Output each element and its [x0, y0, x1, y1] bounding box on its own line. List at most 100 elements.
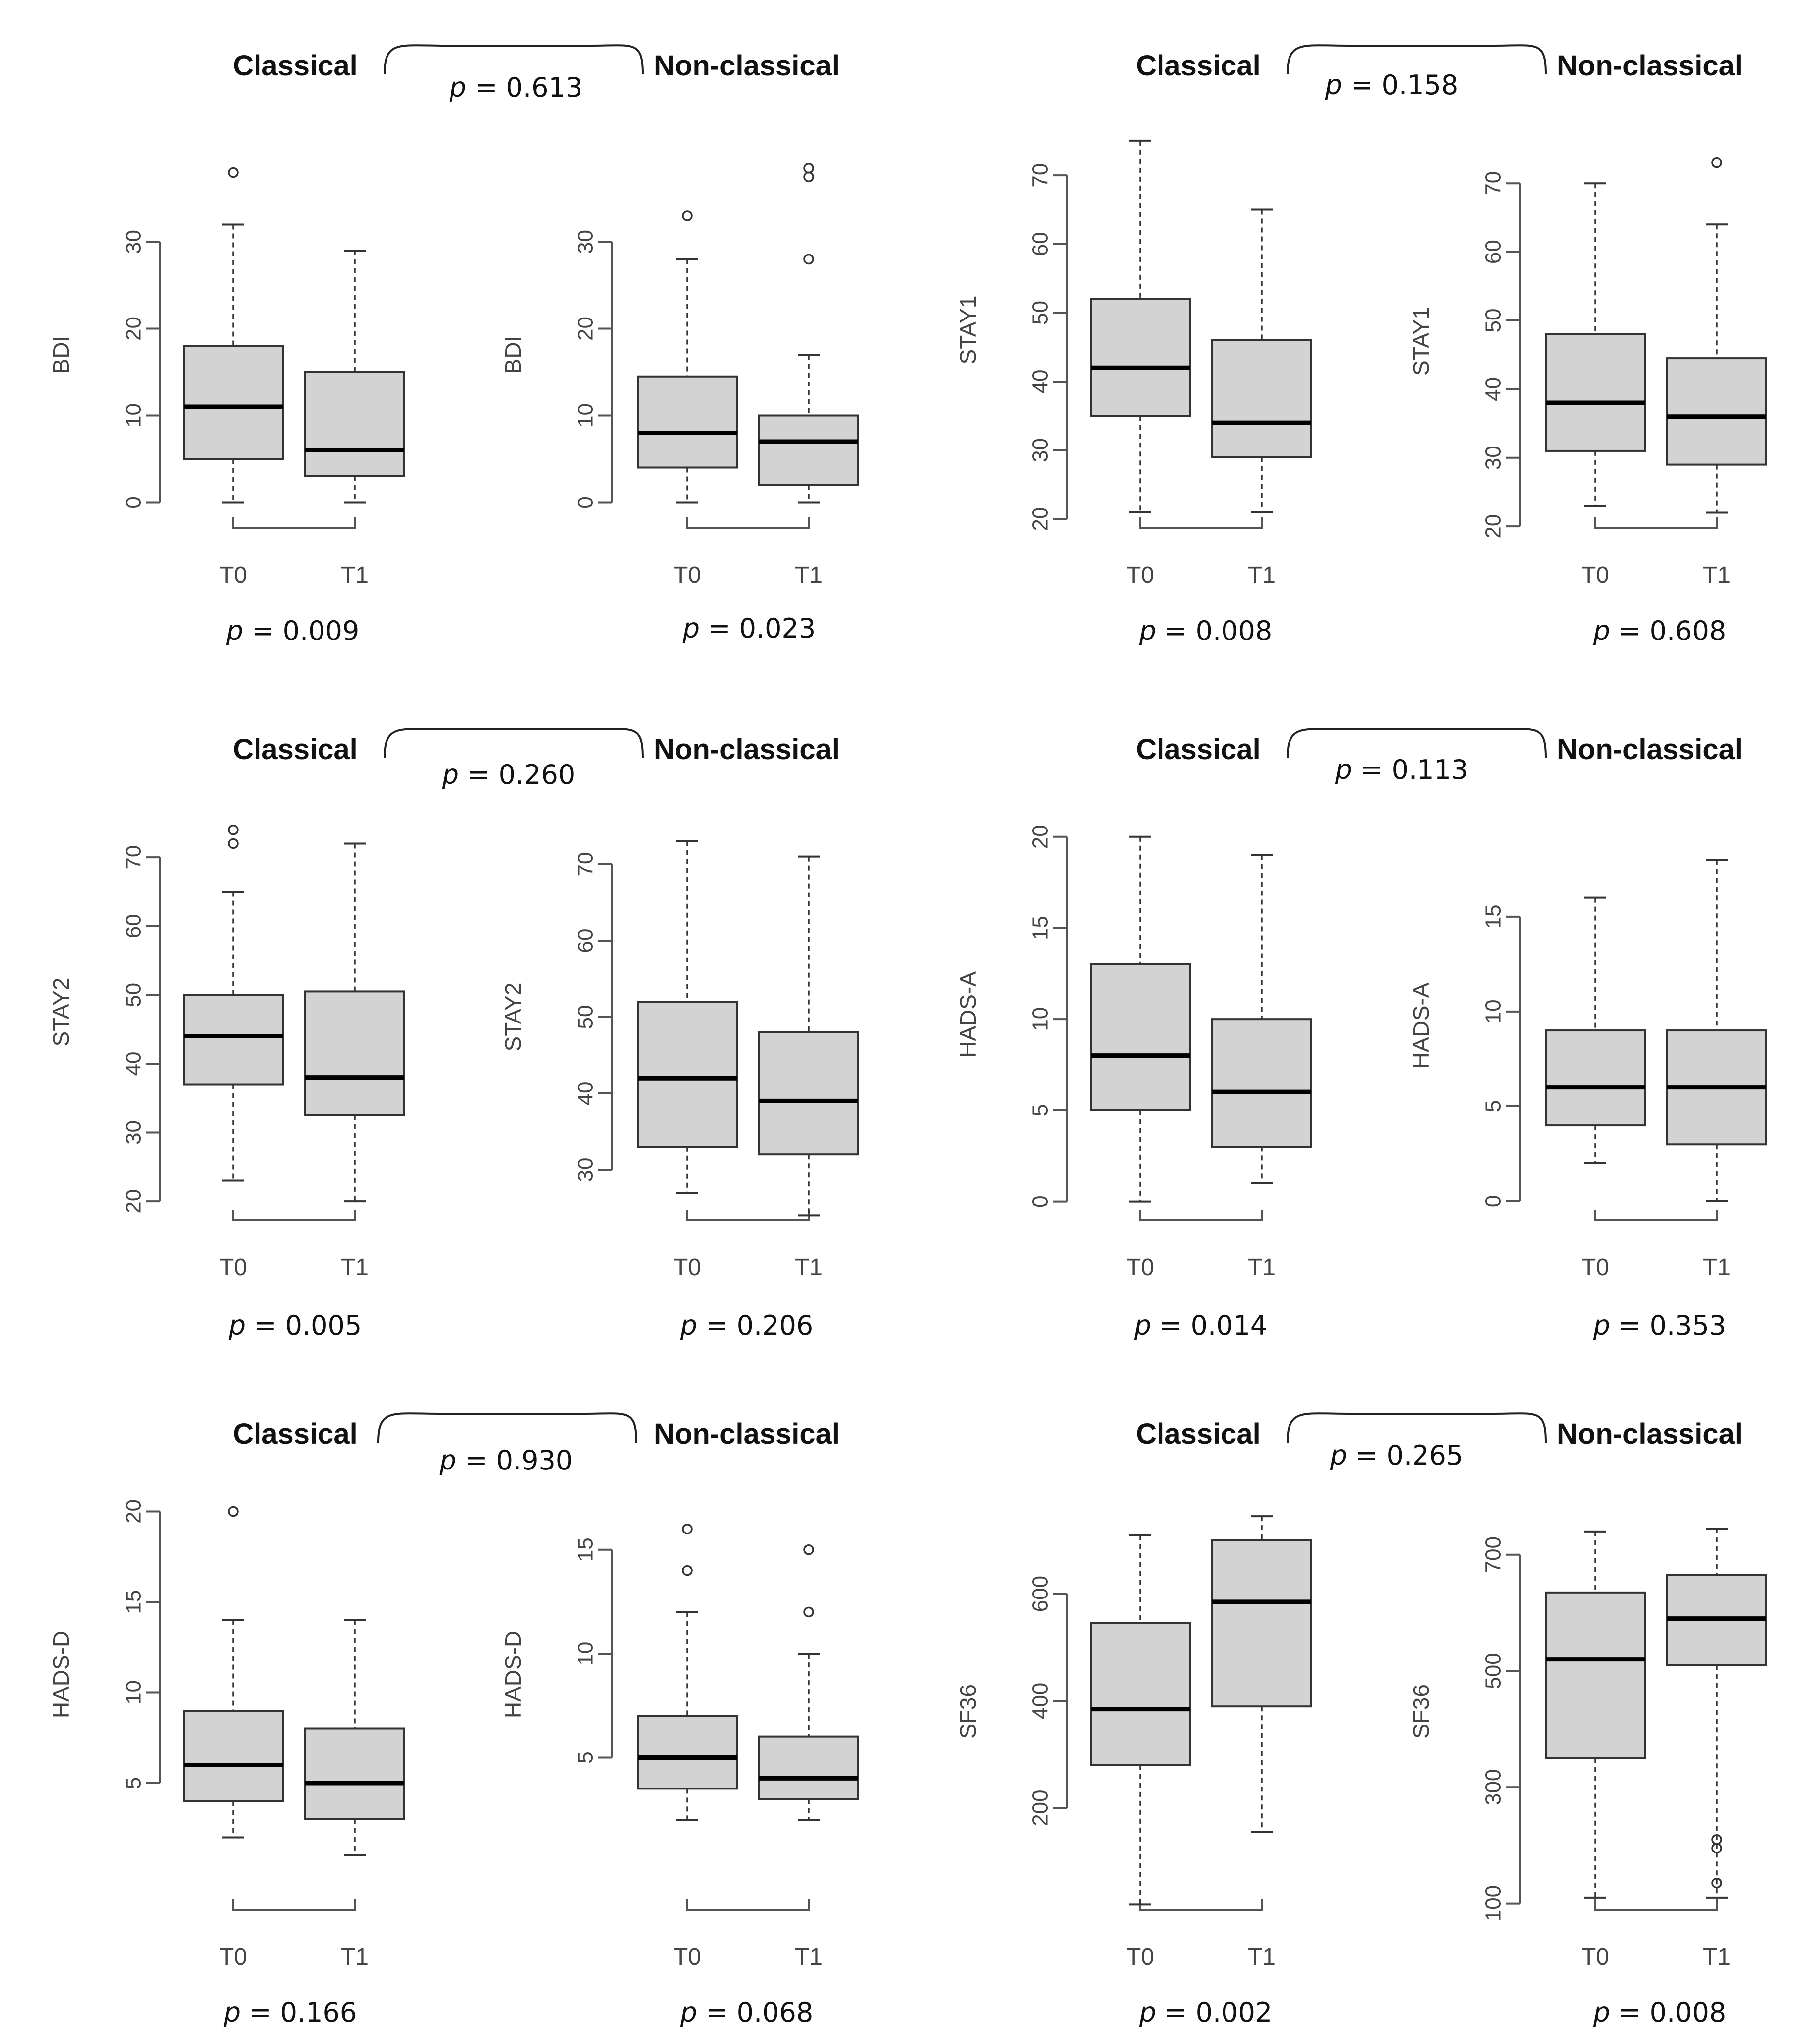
- boxplot-panel-stay1: 20 30 40 50 60 70 STAY1 T0 T1 p = 0.608: [1408, 157, 1767, 646]
- category-label: T1: [795, 562, 823, 588]
- category-label: T1: [1703, 1254, 1731, 1280]
- y-tick-label: 5: [1029, 1104, 1053, 1116]
- category-label: T0: [219, 1254, 247, 1280]
- comparison-bracket: [384, 728, 644, 759]
- header-right-classical: Classical: [1136, 50, 1261, 82]
- header-right-nonclassical: Non-classical: [1557, 50, 1742, 82]
- row-3: Classical Non-classical p = 0.930 Classi…: [233, 1412, 1742, 1476]
- header-left-nonclassical: Non-classical: [654, 733, 839, 766]
- iqr-box: [183, 345, 284, 460]
- header-right-classical: Classical: [1136, 733, 1261, 766]
- box-t0: [1545, 1530, 1646, 1899]
- y-tick-label: 50: [122, 983, 146, 1007]
- p-symbol: p: [1139, 615, 1156, 646]
- within-p-value: p = 0.353: [1593, 1310, 1726, 1341]
- y-axis-label: STAY1: [1408, 307, 1434, 376]
- between-p-right: p = 0.265: [1330, 1440, 1463, 1471]
- y-tick-label: 20: [1482, 514, 1506, 539]
- category-label: T0: [1581, 1254, 1609, 1280]
- box-t1: [1211, 1515, 1312, 1833]
- outlier-point: [1711, 1843, 1722, 1854]
- y-tick-label: 20: [122, 1499, 146, 1524]
- boxplot-panel-stay2: 30 40 50 60 70 STAY2 T0 T1 p = 0.206: [500, 840, 859, 1341]
- category-label: T0: [1581, 1944, 1609, 1970]
- y-tick-label: 30: [574, 1158, 598, 1182]
- comparison-bracket: [1287, 44, 1547, 75]
- iqr-box: [1666, 357, 1767, 466]
- box-t0: [183, 824, 284, 1182]
- box-t0: [637, 210, 738, 504]
- box-t1: [304, 250, 405, 504]
- iqr-box: [183, 994, 284, 1086]
- p-symbol: p: [226, 615, 243, 646]
- header-right-nonclassical: Non-classical: [1557, 1418, 1742, 1450]
- box-t0: [1545, 896, 1646, 1164]
- y-tick-label: 20: [1029, 507, 1053, 531]
- category-label: T1: [1703, 562, 1731, 588]
- iqr-box: [637, 1001, 738, 1148]
- boxplot-panel-hads-d: 5 10 15 HADS-D T0 T1 p = 0.068: [500, 1524, 859, 2028]
- header-right-classical: Classical: [1136, 1418, 1261, 1450]
- y-tick-label: 50: [574, 1005, 598, 1029]
- iqr-box: [758, 1735, 859, 1800]
- p-symbol: p: [1593, 615, 1610, 646]
- x-axis-line: [1594, 517, 1718, 529]
- category-label: T0: [1126, 562, 1154, 588]
- box-t1: [304, 1619, 405, 1856]
- y-tick-label: 10: [574, 1642, 598, 1666]
- boxplot-panel-hads-a: 0 5 10 15 20 HADS-A T0 T1 p = 0.014: [955, 825, 1312, 1341]
- iqr-box: [304, 990, 405, 1116]
- within-p-value: p = 0.014: [1134, 1310, 1267, 1341]
- within-p-value: p = 0.023: [682, 613, 816, 644]
- within-p-value: p = 0.608: [1593, 615, 1726, 646]
- p-value: = 0.008: [1156, 615, 1272, 646]
- y-tick-label: 50: [1029, 301, 1053, 325]
- box-t1: [758, 1544, 859, 1821]
- x-axis-line: [686, 1899, 810, 1911]
- category-label: T1: [1248, 1944, 1276, 1970]
- category-label: T0: [673, 562, 701, 588]
- header-left-nonclassical: Non-classical: [654, 50, 839, 82]
- p-value: = 0.068: [697, 1997, 813, 2028]
- y-tick-label: 30: [122, 230, 146, 254]
- category-label: T0: [673, 1254, 701, 1280]
- category-label: T1: [1248, 1254, 1276, 1280]
- within-p-value: p = 0.005: [228, 1310, 362, 1341]
- category-label: T0: [1581, 562, 1609, 588]
- x-axis-line: [686, 517, 810, 529]
- p-symbol: p: [1593, 1310, 1610, 1341]
- box-t0: [1545, 182, 1646, 507]
- within-p-value: p = 0.009: [226, 615, 359, 646]
- y-axis-label: HADS-D: [500, 1631, 526, 1718]
- p-value: = 0.008: [1610, 1997, 1726, 2028]
- y-tick-label: 15: [1482, 904, 1506, 929]
- outlier-point: [228, 1506, 239, 1517]
- row-1: Classical Non-classical p = 0.613 Classi…: [233, 44, 1742, 103]
- y-tick-label: 200: [1029, 1789, 1053, 1826]
- y-tick-label: 0: [1029, 1195, 1053, 1207]
- p-value: = 0.009: [243, 615, 359, 646]
- p-symbol: p: [680, 1310, 697, 1341]
- y-tick-label: 50: [1482, 309, 1506, 333]
- x-axis-line: [232, 1210, 356, 1221]
- comparison-bracket: [1287, 728, 1547, 759]
- category-label: T1: [341, 1254, 369, 1280]
- between-p-left: p = 0.930: [439, 1445, 573, 1476]
- y-tick-label: 20: [1029, 825, 1053, 849]
- y-tick-label: 0: [122, 496, 146, 508]
- iqr-box: [758, 1031, 859, 1156]
- boxplot-panel-stay1: 20 30 40 50 60 70 STAY1 T0 T1 p = 0.008: [955, 139, 1312, 646]
- boxplot-panel-sf36: 200 400 600 SF36 T0 T1 p = 0.002: [955, 1515, 1312, 2028]
- box-t1: [1666, 859, 1767, 1202]
- x-axis-line: [1139, 1210, 1263, 1221]
- p-value: = 0.353: [1610, 1310, 1726, 1341]
- box-t1: [1211, 208, 1312, 513]
- y-axis-label: BDI: [48, 336, 74, 374]
- row-2: Classical Non-classical p = 0.260 Classi…: [233, 728, 1742, 790]
- boxplot-panels: 0 10 20 30 BDI T0 T1 p = 0.009 0 10 20 30 BDI T0 T1 p =…: [48, 139, 1767, 2028]
- outlier-point: [803, 1544, 814, 1555]
- iqr-box: [637, 1715, 738, 1790]
- y-tick-label: 20: [122, 317, 146, 341]
- y-tick-label: 600: [1029, 1576, 1053, 1612]
- category-label: T0: [1126, 1944, 1154, 1970]
